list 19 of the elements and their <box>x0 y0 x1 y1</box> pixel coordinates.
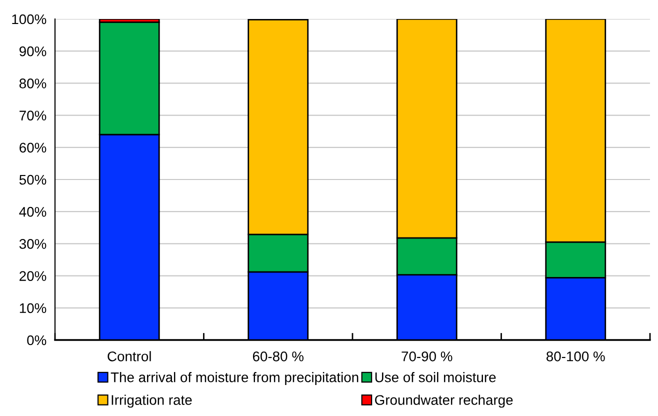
y-tick-label: 100% <box>12 14 46 24</box>
y-tick-label: 0% <box>27 335 46 346</box>
x-tick-label: Control <box>108 351 151 362</box>
y-tick-label: 50% <box>19 174 46 185</box>
y-tick-label: 40% <box>19 206 46 217</box>
legend-label: Use of soil moisture <box>375 372 496 382</box>
x-tick-label: 60-80 % <box>252 351 304 362</box>
y-tick-label: 70% <box>20 110 46 120</box>
legend-label: The arrival of moisture from precipitation <box>110 372 358 385</box>
x-tick-label: 80-100 % <box>546 351 605 362</box>
x-tick-label: 70-90 % <box>402 351 452 362</box>
y-tick-label: 30% <box>19 239 46 249</box>
y-tick-label: 80% <box>19 78 46 88</box>
legend-label: Irrigation rate <box>112 394 192 408</box>
y-tick-label: 10% <box>20 303 46 314</box>
y-tick-label: 60% <box>20 142 46 153</box>
y-tick-label: 90% <box>20 46 46 56</box>
y-tick-label: 20% <box>20 271 46 281</box>
legend-label: Groundwater recharge <box>375 394 513 408</box>
